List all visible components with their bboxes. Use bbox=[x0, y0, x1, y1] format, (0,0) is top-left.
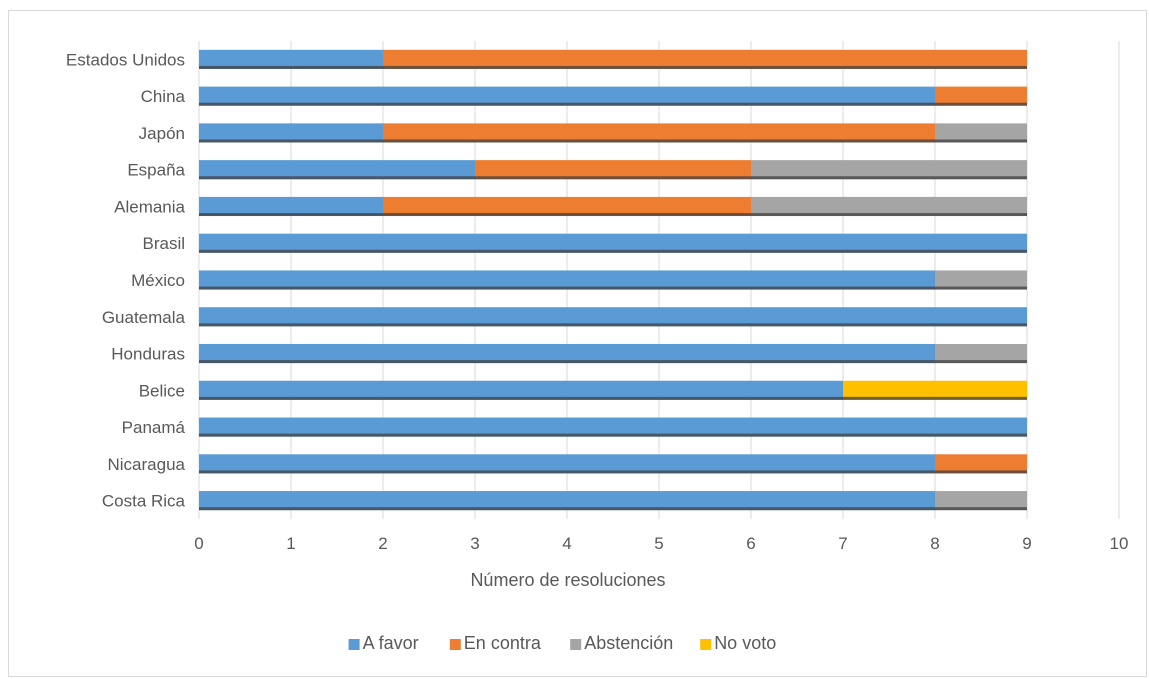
x-tick-label-5: 5 bbox=[654, 534, 663, 553]
bar-guatemala-a-favor bbox=[199, 307, 1027, 327]
bar-shadow-belice-no-voto bbox=[843, 396, 1027, 400]
legend-label-abstencion: Abstención bbox=[584, 633, 673, 653]
bar-shadow-panama-a-favor bbox=[199, 433, 1027, 437]
bar-shadow-estados-unidos-a-favor bbox=[199, 65, 383, 69]
legend-swatch-no-voto bbox=[700, 639, 712, 650]
bar-shadow-japon-a-favor bbox=[199, 139, 383, 143]
legend-label-a-favor: A favor bbox=[363, 633, 419, 653]
category-label-honduras: Honduras bbox=[111, 345, 185, 364]
bar-shadow-guatemala-a-favor bbox=[199, 323, 1027, 327]
category-label-alemania: Alemania bbox=[114, 197, 185, 216]
x-tick-label-1: 1 bbox=[286, 534, 295, 553]
bar-belice-a-favor bbox=[199, 380, 843, 400]
x-tick-label-8: 8 bbox=[930, 534, 939, 553]
bar-shadow-mexico-a-favor bbox=[199, 286, 935, 290]
bar-shadow-espana-a-favor bbox=[199, 176, 475, 180]
bar-espana-en-contra bbox=[475, 160, 751, 180]
bar-alemania-a-favor bbox=[199, 196, 383, 217]
x-tick-label-2: 2 bbox=[378, 534, 387, 553]
bar-honduras-abstencion bbox=[935, 343, 1027, 364]
legend-swatch-a-favor bbox=[348, 639, 360, 650]
bar-shadow-brasil-a-favor bbox=[199, 249, 1027, 253]
category-label-china: China bbox=[141, 87, 186, 106]
bar-espana-abstencion bbox=[751, 160, 1027, 180]
bar-shadow-nicaragua-en-contra bbox=[935, 470, 1027, 474]
stacked-bar-chart: Costa Rica Nicaragua Panamá Belice Honduras G… bbox=[66, 41, 1128, 653]
category-label-nicaragua: Nicaragua bbox=[108, 455, 186, 474]
bar-shadow-china-a-favor bbox=[199, 102, 935, 106]
category-label-costa-rica: Costa Rica bbox=[102, 492, 186, 511]
x-tick-labels: 0 1 2 3 4 5 6 7 8 9 10 bbox=[194, 534, 1128, 553]
category-label-mexico: México bbox=[131, 271, 185, 290]
bar-estados-unidos-a-favor bbox=[199, 49, 383, 69]
bar-shadow-espana-abstencion bbox=[751, 176, 1027, 180]
bars bbox=[199, 49, 1027, 511]
x-tick-label-0: 0 bbox=[194, 534, 203, 553]
bar-alemania-abstencion bbox=[751, 196, 1027, 217]
category-label-espana: España bbox=[127, 161, 185, 180]
x-tick-label-7: 7 bbox=[838, 534, 847, 553]
bar-mexico-abstencion bbox=[935, 270, 1027, 290]
x-axis-title: Número de resoluciones bbox=[470, 570, 665, 590]
bar-shadow-honduras-a-favor bbox=[199, 360, 935, 364]
x-tick-label-4: 4 bbox=[562, 534, 571, 553]
bar-mexico-a-favor bbox=[199, 270, 935, 290]
bar-shadow-alemania-a-favor bbox=[199, 213, 383, 217]
bar-shadow-honduras-abstencion bbox=[935, 360, 1027, 364]
legend-swatch-en-contra bbox=[449, 639, 461, 650]
bar-china-en-contra bbox=[935, 86, 1027, 106]
x-tick-label-10: 10 bbox=[1110, 534, 1129, 553]
bar-espana-a-favor bbox=[199, 160, 475, 180]
bar-japon-en-contra bbox=[383, 123, 935, 143]
bar-nicaragua-a-favor bbox=[199, 454, 935, 474]
bar-shadow-costa-rica-a-favor bbox=[199, 507, 935, 511]
x-tick-label-6: 6 bbox=[746, 534, 755, 553]
bar-shadow-belice-a-favor bbox=[199, 396, 843, 400]
x-tick-label-9: 9 bbox=[1022, 534, 1031, 553]
bar-japon-abstencion bbox=[935, 123, 1027, 143]
bar-shadow-china-en-contra bbox=[935, 102, 1027, 106]
bar-alemania-en-contra bbox=[383, 196, 751, 217]
legend-label-no-voto: No voto bbox=[714, 633, 776, 653]
bar-shadow-japon-abstencion bbox=[935, 139, 1027, 143]
bar-belice-no-voto bbox=[843, 380, 1027, 400]
bar-costa-rica-a-favor bbox=[199, 491, 935, 511]
bar-panama-a-favor bbox=[199, 417, 1027, 437]
legend-label-en-contra: En contra bbox=[464, 633, 542, 653]
chart-frame: Costa Rica Nicaragua Panamá Belice Honduras G… bbox=[8, 10, 1147, 677]
x-tick-label-3: 3 bbox=[470, 534, 479, 553]
bar-shadow-mexico-abstencion bbox=[935, 286, 1027, 290]
bar-costa-rica-abstencion bbox=[935, 491, 1027, 511]
category-label-guatemala: Guatemala bbox=[102, 308, 186, 327]
legend: A favor En contra Abstención No voto bbox=[348, 633, 776, 653]
bar-china-a-favor bbox=[199, 86, 935, 106]
bar-shadow-estados-unidos-en-contra bbox=[383, 65, 1027, 69]
bar-shadow-costa-rica-abstencion bbox=[935, 507, 1027, 511]
bar-nicaragua-en-contra bbox=[935, 454, 1027, 474]
category-labels: Costa Rica Nicaragua Panamá Belice Honduras G… bbox=[66, 50, 186, 510]
bar-brasil-a-favor bbox=[199, 233, 1027, 253]
bar-shadow-alemania-en-contra bbox=[383, 213, 751, 217]
legend-swatch-abstencion bbox=[570, 639, 582, 650]
bar-shadow-japon-en-contra bbox=[383, 139, 935, 143]
category-label-belice: Belice bbox=[139, 381, 185, 400]
category-label-japon: Japón bbox=[139, 124, 185, 143]
bar-japon-a-favor bbox=[199, 123, 383, 143]
category-label-estados-unidos: Estados Unidos bbox=[66, 50, 185, 69]
bar-shadow-espana-en-contra bbox=[475, 176, 751, 180]
category-label-brasil: Brasil bbox=[142, 234, 185, 253]
bar-honduras-a-favor bbox=[199, 343, 935, 364]
bar-shadow-nicaragua-a-favor bbox=[199, 470, 935, 474]
bar-estados-unidos-en-contra bbox=[383, 49, 1027, 69]
bar-shadow-alemania-abstencion bbox=[751, 213, 1027, 217]
category-label-panama: Panamá bbox=[122, 418, 186, 437]
